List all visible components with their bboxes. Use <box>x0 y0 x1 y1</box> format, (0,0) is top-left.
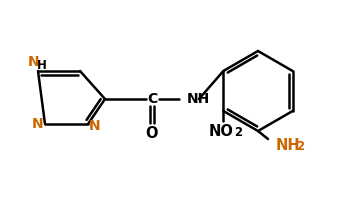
Text: N: N <box>89 119 101 133</box>
Text: NH: NH <box>187 92 210 106</box>
Text: 2: 2 <box>234 127 242 139</box>
Text: C: C <box>147 92 157 106</box>
Text: H: H <box>37 59 47 72</box>
Text: NO: NO <box>209 124 234 139</box>
Text: 2: 2 <box>296 140 304 153</box>
Text: N: N <box>31 117 43 131</box>
Text: O: O <box>146 126 158 140</box>
Text: NH: NH <box>276 138 301 152</box>
Text: N: N <box>27 55 39 69</box>
